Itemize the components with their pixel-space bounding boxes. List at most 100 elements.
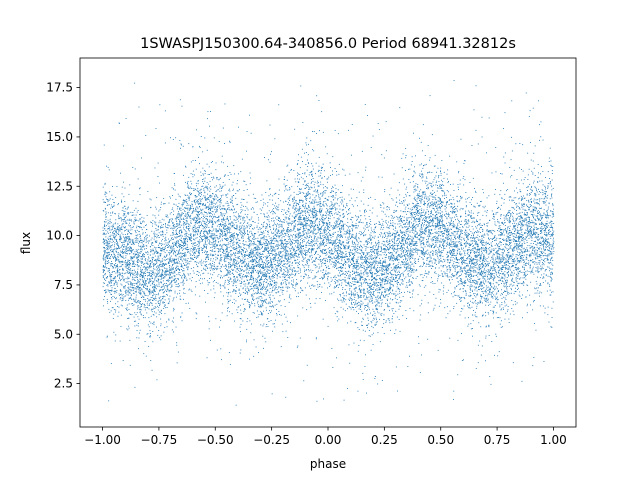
data-point	[357, 272, 359, 273]
data-point	[445, 242, 447, 244]
data-point	[190, 206, 191, 208]
data-point	[259, 285, 261, 287]
data-point	[177, 241, 179, 243]
data-point	[426, 263, 428, 265]
data-point	[361, 251, 363, 253]
data-point	[237, 190, 239, 192]
data-point	[451, 265, 453, 267]
data-point	[110, 234, 112, 236]
data-point	[261, 267, 262, 268]
data-point	[390, 287, 392, 289]
data-point	[392, 232, 394, 234]
data-point	[410, 214, 412, 216]
data-point	[237, 312, 239, 313]
data-point	[295, 250, 297, 252]
data-point	[356, 232, 357, 234]
data-point	[162, 284, 164, 286]
data-point	[234, 278, 236, 280]
data-point	[497, 257, 499, 258]
data-point	[228, 272, 229, 274]
data-point	[296, 282, 297, 284]
data-point	[409, 256, 411, 257]
data-point	[302, 219, 304, 221]
data-point	[169, 219, 170, 221]
data-point	[457, 262, 458, 263]
data-point	[319, 203, 321, 205]
data-point	[321, 216, 323, 218]
data-point	[435, 175, 437, 177]
data-point	[324, 259, 326, 261]
data-point	[525, 278, 527, 280]
data-point	[241, 263, 243, 265]
data-point	[417, 294, 419, 296]
data-point	[139, 275, 141, 277]
data-point	[428, 223, 430, 225]
data-point	[319, 199, 321, 200]
data-point	[486, 248, 488, 250]
data-point	[428, 213, 430, 215]
data-point	[490, 232, 492, 234]
data-point	[451, 293, 452, 295]
data-point	[188, 224, 190, 225]
data-point	[409, 241, 411, 243]
data-point	[367, 297, 369, 299]
data-point	[217, 220, 218, 221]
data-point	[286, 185, 288, 186]
data-point	[205, 170, 206, 172]
data-point	[103, 243, 105, 245]
data-point	[104, 201, 106, 203]
data-point	[540, 230, 541, 231]
data-point	[305, 294, 307, 296]
data-point	[464, 160, 466, 162]
data-point	[114, 244, 115, 246]
data-point	[474, 243, 476, 245]
data-point	[440, 215, 442, 217]
data-point	[157, 176, 159, 177]
data-point	[187, 182, 188, 184]
data-point	[549, 226, 551, 228]
data-point	[389, 194, 391, 196]
data-point	[183, 270, 185, 272]
data-point	[407, 245, 408, 247]
data-point	[178, 235, 179, 237]
data-point	[140, 223, 141, 224]
data-point	[398, 308, 400, 310]
data-point	[320, 261, 322, 263]
data-point	[113, 235, 115, 237]
data-point	[257, 273, 259, 275]
data-point	[129, 232, 130, 234]
data-point	[181, 240, 182, 241]
data-point	[370, 288, 372, 290]
data-point	[437, 223, 438, 225]
data-point	[505, 254, 507, 256]
data-point	[383, 260, 385, 262]
data-point	[160, 281, 161, 283]
data-point	[354, 252, 356, 254]
data-point	[279, 260, 281, 262]
data-point	[208, 328, 210, 330]
data-point	[208, 207, 210, 209]
data-point	[467, 222, 469, 224]
data-point	[231, 281, 233, 283]
data-point	[194, 231, 195, 233]
data-point	[347, 214, 349, 215]
data-point	[171, 245, 173, 247]
data-point	[390, 283, 392, 285]
data-point	[123, 213, 125, 215]
data-point	[532, 172, 534, 174]
data-point	[201, 250, 203, 251]
data-point	[281, 241, 282, 243]
data-point	[542, 244, 543, 246]
data-point	[442, 220, 444, 222]
data-point	[481, 239, 483, 241]
data-point	[429, 255, 431, 257]
data-point	[283, 272, 285, 274]
data-point	[490, 292, 492, 294]
data-point	[549, 235, 551, 237]
data-point	[286, 189, 288, 191]
data-point	[481, 282, 482, 283]
data-point	[276, 267, 278, 269]
data-point	[218, 141, 220, 142]
data-point	[433, 165, 435, 167]
